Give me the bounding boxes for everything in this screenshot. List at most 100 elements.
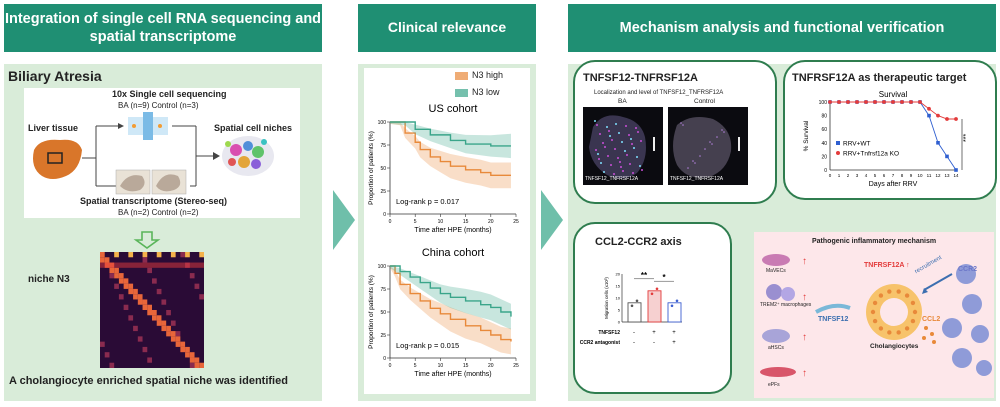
heatmap-highlight-row <box>100 262 204 268</box>
survival-x-tick-label: 11 <box>927 173 932 178</box>
survival-x-tick-label: 7 <box>892 173 895 178</box>
survival-x-tick-label: 1 <box>838 173 841 178</box>
bar-significance: * <box>662 273 666 282</box>
arrowhead-niches <box>213 152 220 160</box>
ba-expression-dot <box>635 127 637 129</box>
ba-expression-dot <box>613 173 615 175</box>
ba-expression-dot <box>610 164 612 166</box>
bar-row-sign: + <box>672 330 676 336</box>
heatmap-cell <box>175 336 181 342</box>
cholangiocyte-nucleus <box>896 289 901 294</box>
survival-point-wt <box>954 168 958 172</box>
heatmap-cell <box>166 325 171 332</box>
ba-expression-dot <box>598 158 600 160</box>
control-expression-dot <box>721 129 723 131</box>
ba-expression-dot <box>631 143 633 145</box>
heatmap-cell <box>142 252 148 258</box>
heatmap-cell <box>142 257 148 263</box>
niche-label: niche N3 <box>28 274 70 285</box>
heatmap-cell <box>156 315 162 321</box>
ba-expression-dot <box>603 171 605 173</box>
survival-legend-label: RRV+Tnfrsf12a KO <box>843 151 899 158</box>
survival-point-ko <box>873 100 877 104</box>
heatmap-cell <box>199 294 204 300</box>
tnfsf12-arrow <box>815 303 851 314</box>
heatmap-cell <box>147 310 152 316</box>
km-y-tick-label: 0 <box>383 212 386 218</box>
middle-header: Clinical relevance <box>358 4 536 52</box>
epf-cell-icon <box>760 367 796 377</box>
bar-point <box>670 304 674 308</box>
svg-text:↑: ↑ <box>802 368 807 379</box>
km-chart-us: US cohort 0 25 50 75 100 0 5 10 15 20 25 Time after … <box>368 103 519 234</box>
control-expression-dot <box>709 141 711 143</box>
ba-expression-dot <box>628 134 630 136</box>
cell-label-mavec: MaVECs <box>766 268 786 274</box>
legend-label-low: N3 low <box>472 87 500 97</box>
heatmap-cell <box>118 278 124 284</box>
niches-cluster-icon <box>222 136 274 176</box>
tnf-title: TNFSF12-TNFRSF12A <box>583 72 698 84</box>
km-y-tick-label: 75 <box>380 287 386 293</box>
survival-x-tick-label: 8 <box>901 173 904 178</box>
ba-expression-dot <box>617 157 619 159</box>
survival-y-tick-label: 80 <box>821 114 827 120</box>
survival-x-tick-label: 6 <box>883 173 886 178</box>
km-y-axis-label: Proportion of patients (%) <box>368 131 375 205</box>
left-header-text: Integration of single cell RNA sequencin… <box>4 10 322 45</box>
km-y-tick-label: 100 <box>378 120 387 126</box>
tnf-caption: Localization and level of TNFSF12_TNFRSF… <box>594 90 724 96</box>
survival-point-ko <box>828 100 832 104</box>
heatmap-cell <box>199 252 204 258</box>
heatmap-cell <box>128 252 134 258</box>
ba-expression-dot <box>626 154 628 156</box>
heatmap-cell <box>133 294 138 300</box>
legend-swatch-low <box>455 89 468 97</box>
heatmap-cell <box>133 325 138 332</box>
km-series-line <box>390 265 512 317</box>
right-header: Mechanism analysis and functional verifi… <box>568 4 996 52</box>
heatmap-cell <box>137 299 143 305</box>
bar-y-tick-label: 15 <box>616 284 621 289</box>
survival-x-tick-label: 5 <box>874 173 877 178</box>
svg-text:↑: ↑ <box>802 332 807 343</box>
survival-point-ko <box>918 100 922 104</box>
arrowhead-sc <box>118 123 124 129</box>
survival-x-tick-label: 2 <box>847 173 850 178</box>
bar-point <box>655 287 659 291</box>
ba-expression-dot <box>641 169 643 171</box>
ba-expression-dot <box>639 165 641 167</box>
ba-expression-dot <box>609 135 611 137</box>
ahsc-cell-icon <box>762 329 790 343</box>
survival-point-ko <box>936 113 940 118</box>
control-expression-dot <box>704 148 706 150</box>
ba-expression-dot <box>607 155 609 157</box>
sc-title: 10x Single cell sequencing <box>112 89 227 99</box>
heatmap-cell <box>161 299 167 305</box>
survival-point-ko <box>945 117 949 121</box>
macrophage-cell-icon <box>766 284 795 301</box>
heatmap-cell <box>109 362 115 368</box>
bar-row-sign: + <box>652 330 656 336</box>
heatmap-cell <box>170 320 176 326</box>
control-expression-dot <box>692 160 694 162</box>
km-y-axis-label: Proportion of patients (%) <box>368 275 375 349</box>
ba-expression-dot <box>621 141 623 143</box>
survival-x-tick-label: 13 <box>944 173 950 178</box>
bar-row-label: TNFSF12 <box>598 330 620 336</box>
bar-significance: ** <box>641 271 648 280</box>
heatmap-cell <box>185 346 190 353</box>
bar-y-tick-label: 10 <box>616 296 621 301</box>
survival-y-tick-label: 20 <box>821 154 827 160</box>
ccl2-label: CCL2 <box>922 316 941 323</box>
km-y-tick-label: 50 <box>380 166 386 172</box>
survival-point-ko <box>900 100 904 104</box>
ba-expression-dot <box>618 132 620 134</box>
tnf-control-label: Control <box>694 98 715 105</box>
sc-samples: BA (n=9) Control (n=3) <box>118 101 199 110</box>
survival-point-ko <box>927 106 931 111</box>
heatmap-cell <box>175 331 181 337</box>
heatmap-cell <box>147 267 152 274</box>
bar-point <box>650 292 654 296</box>
